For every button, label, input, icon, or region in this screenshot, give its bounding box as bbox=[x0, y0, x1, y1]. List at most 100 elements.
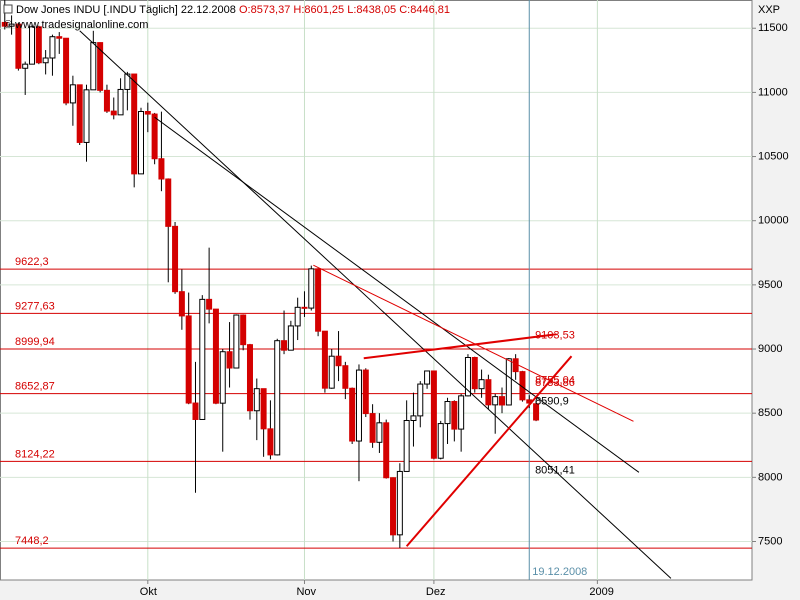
candle-body bbox=[97, 42, 104, 91]
y-tick-label: 10500 bbox=[758, 150, 789, 162]
candle-body bbox=[42, 57, 49, 64]
x-tick-label: Nov bbox=[296, 586, 316, 598]
level-label: 8652,87 bbox=[15, 380, 55, 392]
candles bbox=[1, 0, 540, 548]
candle-body bbox=[485, 379, 492, 406]
candle-body bbox=[15, 23, 22, 69]
candle-body bbox=[22, 63, 29, 69]
trendline bbox=[363, 333, 557, 360]
line-value-label: 8590,9 bbox=[535, 395, 569, 407]
line-value-label: 8755,04 bbox=[535, 374, 575, 386]
candle-body bbox=[410, 415, 417, 421]
y-tick-label: 7500 bbox=[758, 535, 782, 547]
trendline bbox=[313, 264, 634, 422]
candle-body bbox=[144, 111, 151, 115]
candle-body bbox=[355, 369, 362, 442]
x-tick-label: 2009 bbox=[589, 586, 613, 598]
chart-title: Dow Jones INDU [.INDU Täglich] 22.12.200… bbox=[16, 4, 450, 16]
candle-body bbox=[199, 298, 206, 420]
y-tick-label: 11000 bbox=[758, 86, 788, 98]
y-tick-label: 8000 bbox=[758, 471, 782, 483]
line-value-label: 8733,86 bbox=[535, 377, 575, 389]
candle-body bbox=[260, 388, 267, 430]
candle-body bbox=[505, 358, 512, 406]
candle-body bbox=[403, 420, 410, 472]
level-label: 9277,63 bbox=[15, 300, 55, 312]
candle-body bbox=[69, 84, 76, 104]
x-tick-label: Dez bbox=[426, 586, 446, 598]
icon bbox=[3, 4, 13, 14]
candle-body bbox=[226, 351, 233, 369]
candle-body bbox=[437, 423, 444, 459]
candle-body bbox=[158, 158, 165, 180]
candle-body bbox=[444, 401, 451, 425]
trendline bbox=[79, 30, 672, 579]
candle-body bbox=[212, 308, 219, 404]
candle-body bbox=[335, 355, 342, 367]
candle-body bbox=[308, 268, 315, 309]
candle-body bbox=[390, 477, 397, 536]
candle-body bbox=[178, 291, 185, 317]
candle-body bbox=[8, 23, 15, 27]
candle-body bbox=[294, 306, 301, 327]
candle-body bbox=[376, 422, 383, 443]
candle-body bbox=[49, 36, 56, 59]
y-axis-panel bbox=[752, 0, 800, 600]
trendlines bbox=[79, 30, 672, 579]
level-label: 8124,22 bbox=[15, 448, 55, 460]
candle-body bbox=[110, 110, 117, 116]
candle-body bbox=[281, 340, 288, 351]
candle-body bbox=[124, 73, 131, 90]
candle-body bbox=[458, 395, 465, 430]
candle-body bbox=[430, 370, 437, 459]
candle-body bbox=[172, 225, 179, 293]
labels: Dow Jones INDU [.INDU Täglich] 22.12.200… bbox=[3, 4, 789, 598]
candle-body bbox=[464, 356, 471, 397]
candle-body bbox=[240, 314, 247, 346]
candle-body bbox=[301, 306, 308, 309]
candle-body bbox=[424, 370, 431, 385]
candle-body bbox=[362, 369, 369, 415]
candle-body bbox=[315, 268, 322, 332]
trendline bbox=[405, 355, 573, 547]
y-tick-label: 8500 bbox=[758, 407, 782, 419]
candle-body bbox=[63, 37, 70, 104]
x-tick-label: Okt bbox=[140, 586, 157, 598]
candle-body bbox=[328, 355, 335, 389]
candle-body bbox=[492, 396, 499, 406]
candle-body bbox=[131, 73, 138, 175]
candle-body bbox=[451, 401, 458, 430]
candle-body bbox=[321, 330, 328, 389]
candle-body bbox=[165, 178, 172, 227]
candle-body bbox=[192, 402, 199, 420]
candle-body bbox=[253, 388, 260, 412]
candle-body bbox=[342, 365, 349, 389]
level-label: 8999,94 bbox=[15, 336, 55, 348]
candle-body bbox=[471, 356, 478, 390]
candle-body bbox=[219, 351, 226, 404]
candle-body bbox=[478, 379, 485, 390]
candle-body bbox=[117, 88, 124, 116]
source: © www.tradesignalonline.com bbox=[4, 19, 148, 31]
cursor-label: 19.12.2008 bbox=[532, 566, 587, 578]
candle-body bbox=[396, 470, 403, 536]
level-label: 9622,3 bbox=[15, 256, 49, 268]
title: Dow Jones INDU [.INDU Täglich] 22.12.200… bbox=[16, 4, 236, 16]
candle-body bbox=[369, 413, 376, 443]
candle-body bbox=[138, 111, 144, 175]
candle-body bbox=[417, 383, 424, 417]
level-label: 7448,2 bbox=[15, 535, 49, 547]
candle-body bbox=[349, 387, 356, 442]
y-tick-label: 9500 bbox=[758, 279, 782, 291]
line-value-label: 8051,41 bbox=[535, 465, 575, 477]
y-tick-label: 11500 bbox=[758, 22, 788, 34]
candle-body bbox=[185, 315, 192, 404]
y-tick-label: 9000 bbox=[758, 343, 782, 355]
trendline bbox=[154, 116, 640, 473]
candle-body bbox=[233, 314, 240, 369]
candle-body bbox=[383, 422, 390, 479]
candle-body bbox=[1, 21, 8, 27]
candle-body bbox=[56, 36, 63, 39]
ohlc: O:8573,37 H:8601,25 L:8438,05 C:8446,81 bbox=[239, 4, 450, 16]
